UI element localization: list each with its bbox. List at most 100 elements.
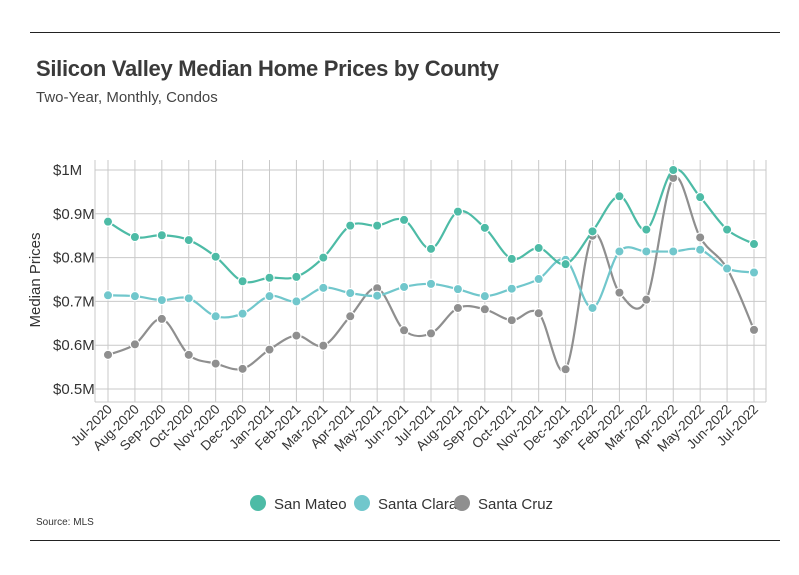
data-point-santa-clara [694,244,706,255]
data-point-santa-cruz [614,287,625,298]
legend-label: San Mateo [274,496,347,513]
data-point-santa-cruz [318,340,329,351]
data-point-santa-cruz [398,325,410,336]
data-point-santa-cruz [345,311,356,322]
data-point-santa-clara [291,296,302,307]
data-point-santa-cruz [425,328,437,339]
data-point-san-mateo [345,220,356,231]
series-group [102,164,760,375]
data-point-santa-clara [668,246,679,257]
data-point-san-mateo [533,242,544,254]
data-point-san-mateo [318,252,329,263]
legend: San Mateo Santa Clara Santa Cruz [250,495,553,513]
data-point-santa-cruz [210,358,221,369]
data-point-san-mateo [371,220,383,231]
data-point-santa-clara [398,281,410,293]
series-san-mateo [102,164,760,287]
data-point-santa-clara [479,290,491,302]
data-point-santa-clara [210,311,221,322]
data-point-san-mateo [479,222,491,234]
data-point-santa-clara [264,290,275,302]
data-point-san-mateo [156,230,168,241]
chart-title: Silicon Valley Median Home Prices by Cou… [36,56,499,81]
data-point-santa-cruz [560,364,571,375]
data-point-san-mateo [587,226,598,237]
legend-item-santa-clara: Santa Clara [354,495,458,513]
data-point-san-mateo [614,191,625,202]
data-point-santa-clara [425,278,437,290]
data-point-san-mateo [641,224,652,235]
legend-label: Santa Cruz [478,496,553,513]
data-point-san-mateo [398,214,410,226]
data-point-san-mateo [102,216,114,227]
data-point-san-mateo [560,258,571,270]
source-note: Source: MLS [36,517,94,528]
data-point-santa-clara [721,263,733,274]
data-point-santa-cruz [694,232,706,243]
top-rule [30,32,780,33]
data-point-santa-cruz [748,324,760,336]
data-point-santa-clara [129,290,141,302]
chart-subtitle: Two-Year, Monthly, Condos [36,89,218,106]
data-point-san-mateo [210,251,221,262]
data-point-santa-clara [102,290,114,301]
data-point-santa-clara [614,246,625,257]
data-point-santa-clara [156,294,168,306]
data-point-santa-clara [641,246,652,257]
data-point-san-mateo [183,234,194,246]
data-point-san-mateo [668,164,679,176]
data-point-santa-clara [183,293,194,304]
data-point-santa-cruz [479,304,491,315]
data-point-santa-clara [237,308,248,319]
data-point-santa-clara [587,302,598,314]
y-tick-label: $1M [53,162,82,179]
data-point-santa-clara [345,287,356,299]
data-point-santa-clara [371,290,383,301]
data-point-san-mateo [291,271,302,283]
series-line-santa-cruz [107,175,756,373]
legend-swatch [250,495,266,511]
y-tick-label: $0.6M [53,337,95,354]
data-point-santa-cruz [129,339,141,350]
y-tick-label: $0.7M [53,293,95,310]
data-point-santa-cruz [291,330,302,341]
data-point-santa-cruz [506,315,517,326]
y-tick-label: $0.9M [53,206,95,223]
data-point-san-mateo [264,272,275,283]
legend-label: Santa Clara [378,496,458,513]
data-point-santa-cruz [102,349,114,361]
y-tick-label: $0.5M [53,381,95,398]
data-point-san-mateo [721,224,733,235]
data-point-santa-cruz [452,302,464,314]
bottom-rule [30,540,780,541]
data-point-santa-cruz [183,349,194,361]
legend-item-san-mateo: San Mateo [250,495,347,513]
series-santa-cruz [102,172,760,375]
data-point-san-mateo [237,276,248,287]
x-axis-ticks: Jul-2020Aug-2020Sep-2020Oct-2020Nov-2020… [68,402,761,455]
data-point-santa-clara [506,283,517,294]
data-point-san-mateo [748,238,760,250]
legend-swatch [454,495,470,511]
data-point-san-mateo [425,243,437,255]
data-point-santa-clara [452,283,464,295]
series-santa-clara [102,244,760,322]
y-tick-label: $0.8M [53,250,95,267]
data-point-san-mateo [129,231,141,243]
data-point-santa-cruz [237,363,248,375]
legend-item-santa-cruz: Santa Cruz [454,495,553,513]
data-point-san-mateo [452,206,464,217]
data-point-santa-clara [533,273,544,285]
data-point-santa-cruz [641,294,652,305]
data-point-santa-cruz [264,344,275,355]
legend-swatch [354,495,370,511]
data-point-san-mateo [506,253,517,265]
data-point-santa-cruz [156,313,168,325]
data-point-santa-clara [748,267,760,278]
data-point-santa-clara [318,282,329,294]
data-point-santa-cruz [533,308,544,319]
y-axis-ticks: $0.5M $0.6M $0.7M $0.8M $0.9M $1M [53,162,95,398]
y-axis-label: Median Prices [27,232,44,327]
data-point-san-mateo [694,191,706,203]
